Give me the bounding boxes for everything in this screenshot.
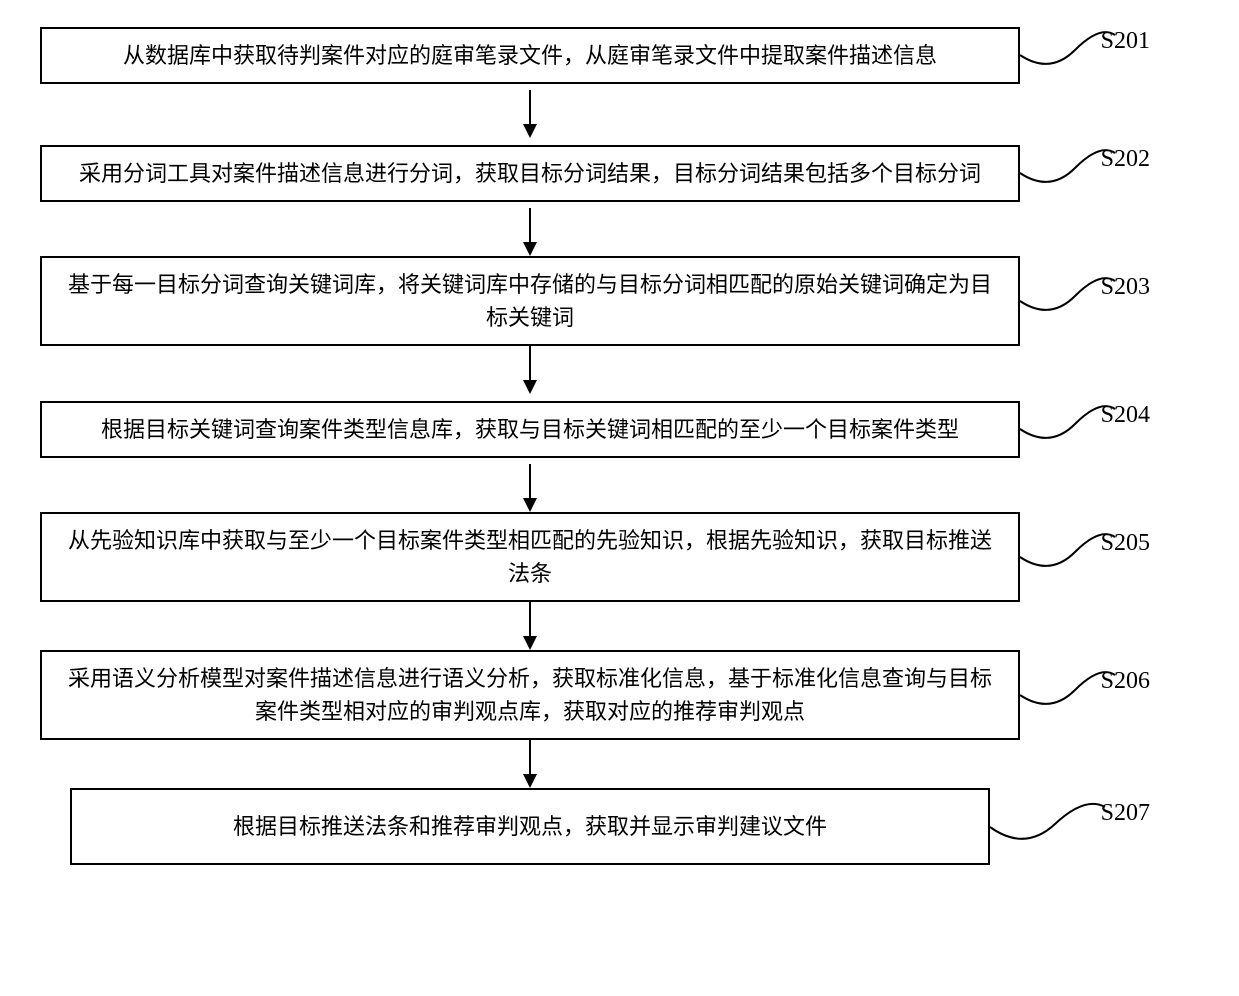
step-box: 根据目标关键词查询案件类型信息库，获取与目标关键词相匹配的至少一个目标案件类型 [40,401,1020,458]
arrow [40,346,1020,394]
step-box: 采用语义分析模型对案件描述信息进行语义分析，获取标准化信息，基于标准化信息查询与… [40,650,1020,740]
step-text: 采用语义分析模型对案件描述信息进行语义分析，获取标准化信息，基于标准化信息查询与… [68,666,992,724]
label-connector: S204 [1020,394,1140,464]
label-connector: S207 [990,792,1140,862]
step-text: 采用分词工具对案件描述信息进行分词，获取目标分词结果，目标分词结果包括多个目标分… [79,161,981,186]
step-box: 从数据库中获取待判案件对应的庭审笔录文件，从庭审笔录文件中提取案件描述信息 [40,27,1020,84]
label-connector: S201 [1020,20,1140,90]
step-box: 基于每一目标分词查询关键词库，将关键词库中存储的与目标分词相匹配的原始关键词确定… [40,256,1020,346]
label-connector: S205 [1020,522,1140,592]
step-label: S203 [1101,274,1150,301]
step-label: S202 [1101,146,1150,173]
step-text: 从先验知识库中获取与至少一个目标案件类型相匹配的先验知识，根据先验知识，获取目标… [68,528,992,586]
step-text: 从数据库中获取待判案件对应的庭审笔录文件，从庭审笔录文件中提取案件描述信息 [123,43,937,68]
step-text: 基于每一目标分词查询关键词库，将关键词库中存储的与目标分词相匹配的原始关键词确定… [68,272,992,330]
label-connector: S206 [1020,660,1140,730]
step-label: S201 [1101,28,1150,55]
step-box: 从先验知识库中获取与至少一个目标案件类型相匹配的先验知识，根据先验知识，获取目标… [40,512,1020,602]
flowchart-step: 从数据库中获取待判案件对应的庭审笔录文件，从庭审笔录文件中提取案件描述信息 S2… [40,20,1140,90]
arrow [40,208,1020,256]
step-label: S205 [1101,530,1150,557]
step-label: S207 [1101,800,1150,827]
step-label: S206 [1101,668,1150,695]
flowchart-step: 根据目标关键词查询案件类型信息库，获取与目标关键词相匹配的至少一个目标案件类型 … [40,394,1140,464]
arrow [40,740,1020,788]
arrow [40,602,1020,650]
arrow [40,90,1020,138]
step-text: 根据目标关键词查询案件类型信息库，获取与目标关键词相匹配的至少一个目标案件类型 [101,417,959,442]
flowchart-step: 采用语义分析模型对案件描述信息进行语义分析，获取标准化信息，基于标准化信息查询与… [40,650,1140,740]
step-label: S204 [1101,402,1150,429]
arrow [40,464,1020,512]
flowchart-step: 采用分词工具对案件描述信息进行分词，获取目标分词结果，目标分词结果包括多个目标分… [40,138,1140,208]
flowchart-container: 从数据库中获取待判案件对应的庭审笔录文件，从庭审笔录文件中提取案件描述信息 S2… [40,20,1140,865]
step-box: 根据目标推送法条和推荐审判观点，获取并显示审判建议文件 [70,788,990,865]
label-connector: S202 [1020,138,1140,208]
flowchart-step: 根据目标推送法条和推荐审判观点，获取并显示审判建议文件 S207 [40,788,1140,865]
flowchart-step: 基于每一目标分词查询关键词库，将关键词库中存储的与目标分词相匹配的原始关键词确定… [40,256,1140,346]
step-box: 采用分词工具对案件描述信息进行分词，获取目标分词结果，目标分词结果包括多个目标分… [40,145,1020,202]
step-text: 根据目标推送法条和推荐审判观点，获取并显示审判建议文件 [233,814,827,839]
label-connector: S203 [1020,266,1140,336]
flowchart-step: 从先验知识库中获取与至少一个目标案件类型相匹配的先验知识，根据先验知识，获取目标… [40,512,1140,602]
